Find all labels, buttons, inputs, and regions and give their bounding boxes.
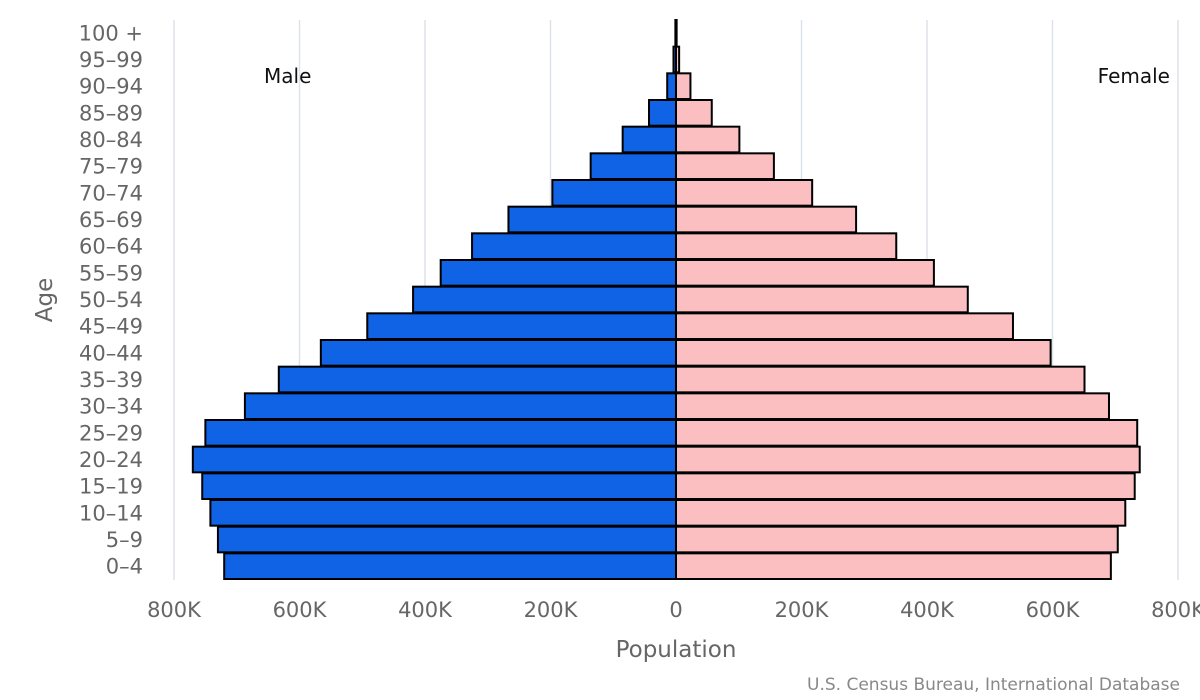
bar-male-35-39 xyxy=(277,365,677,394)
y-tick-label: 45–49 xyxy=(79,315,143,339)
x-tick-label: 800K xyxy=(147,598,202,622)
bar-female-100-plus xyxy=(675,19,678,47)
bar-male-55-59 xyxy=(439,259,677,287)
bar-female-25-29 xyxy=(675,419,1139,447)
y-tick-label: 50–54 xyxy=(79,288,143,312)
bar-female-65-69 xyxy=(675,205,858,234)
bar-male-85-89 xyxy=(648,99,678,127)
bar-male-0-4 xyxy=(223,552,677,580)
bar-female-90-94 xyxy=(675,72,692,101)
bar-female-85-89 xyxy=(675,99,713,127)
x-tick-label: 600K xyxy=(1026,598,1081,622)
y-tick-label: 40–44 xyxy=(79,341,143,365)
y-tick-label: 95–99 xyxy=(79,48,143,72)
y-tick-label: 65–69 xyxy=(79,208,143,232)
y-tick-label: 30–34 xyxy=(79,395,143,419)
y-tick-label: 60–64 xyxy=(79,235,143,259)
bar-female-5-9 xyxy=(675,525,1119,554)
y-tick-label: 35–39 xyxy=(79,368,143,392)
y-tick-label: 25–29 xyxy=(79,421,143,445)
x-axis-title: Population xyxy=(616,637,737,663)
x-tick-label: 400K xyxy=(398,598,453,622)
y-tick-label: 10–14 xyxy=(79,501,143,525)
bar-female-75-79 xyxy=(675,152,775,180)
bar-male-15-19 xyxy=(201,472,678,501)
bar-female-0-4 xyxy=(675,552,1112,580)
bar-female-80-84 xyxy=(675,125,741,154)
bar-female-30-34 xyxy=(675,392,1110,421)
bar-male-75-79 xyxy=(589,152,677,180)
bar-male-60-64 xyxy=(471,232,677,260)
bar-female-20-24 xyxy=(675,445,1141,474)
bar-female-10-14 xyxy=(675,499,1127,527)
bar-male-40-44 xyxy=(319,339,677,367)
bar-male-25-29 xyxy=(204,419,677,447)
x-tick-labels: 800K 600K 400K 200K 0 200K 400K 600K 800K xyxy=(147,598,1200,622)
x-tick-label: 200K xyxy=(524,598,579,622)
female-side-label: Female xyxy=(1098,64,1170,88)
y-tick-label: 5–9 xyxy=(106,528,143,552)
bar-male-30-34 xyxy=(243,392,677,421)
x-tick-label: 800K xyxy=(1151,598,1200,622)
bar-female-95-99 xyxy=(675,45,681,74)
x-tick-label: 600K xyxy=(273,598,328,622)
y-tick-label: 0–4 xyxy=(106,555,143,579)
y-axis-title: Age xyxy=(32,278,58,322)
bar-male-5-9 xyxy=(216,525,678,554)
y-tick-label: 85–89 xyxy=(79,101,143,125)
male-side-label: Male xyxy=(264,64,311,88)
bar-male-20-24 xyxy=(191,445,677,474)
y-tick-label: 75–79 xyxy=(79,155,143,179)
bar-male-10-14 xyxy=(209,499,678,527)
bar-male-80-84 xyxy=(621,125,677,154)
bar-male-50-54 xyxy=(412,285,677,314)
y-tick-label: 80–84 xyxy=(79,128,143,152)
bar-male-65-69 xyxy=(507,205,677,234)
x-tick-label: 200K xyxy=(775,598,830,622)
bar-male-45-49 xyxy=(366,312,677,341)
bar-female-45-49 xyxy=(675,312,1014,341)
x-tick-label: 400K xyxy=(900,598,955,622)
bars xyxy=(191,19,1141,580)
bar-female-50-54 xyxy=(675,285,969,314)
bar-female-60-64 xyxy=(675,232,898,260)
y-tick-label: 90–94 xyxy=(79,75,143,99)
y-tick-label: 70–74 xyxy=(79,181,143,205)
y-tick-label: 15–19 xyxy=(79,475,143,499)
source-credit: U.S. Census Bureau, International Databa… xyxy=(807,675,1180,695)
bar-female-40-44 xyxy=(675,339,1052,367)
bar-male-90-94 xyxy=(666,72,678,101)
y-tick-label: 20–24 xyxy=(79,448,143,472)
x-tick-label: 0 xyxy=(669,598,682,622)
bar-female-55-59 xyxy=(675,259,935,287)
bar-female-15-19 xyxy=(675,472,1136,501)
y-tick-label: 100 + xyxy=(79,21,143,45)
y-tick-label: 55–59 xyxy=(79,261,143,285)
bar-female-70-74 xyxy=(675,179,814,207)
bar-male-70-74 xyxy=(551,179,678,207)
bar-female-35-39 xyxy=(675,365,1086,394)
